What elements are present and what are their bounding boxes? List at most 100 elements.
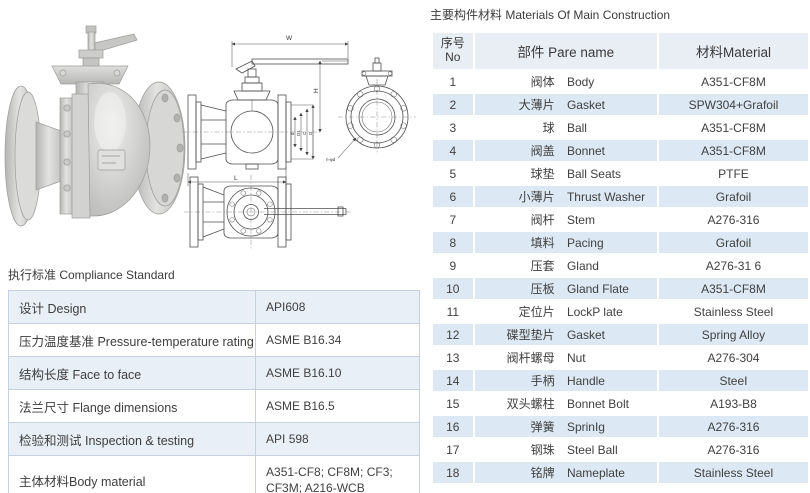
cell-material: A351-CF8M xyxy=(658,278,808,299)
dimension-lines: W d D1 C D H L xyxy=(187,35,349,186)
compliance-table-row: 主体材料Body material A351-CF8; CF8M; CF3; C… xyxy=(7,455,420,493)
dim-label-w: W xyxy=(286,35,293,42)
material-table-row: 9 压套 Gland A276-31 6 xyxy=(433,255,808,276)
cell-standard-label: 主体材料Body material xyxy=(7,455,257,493)
part-name-cn: 大薄片 xyxy=(518,98,555,112)
cell-standard-label: 法兰尺寸 Flange dimensions xyxy=(7,389,257,423)
cell-part-name: 阀体 Body xyxy=(474,71,657,92)
cell-part-name: 压板 Gland Flate xyxy=(474,278,657,299)
cell-part-name: 碟型垫片 Gasket xyxy=(474,324,657,345)
part-name-cn: 双头螺柱 xyxy=(506,397,555,411)
cell-part-name: 小薄片 Thrust Washer xyxy=(474,186,657,207)
cell-part-name: 球 Ball xyxy=(474,117,657,138)
compliance-table-body: 设计 Design API608 压力温度基准 Pressure-tempera… xyxy=(7,290,420,493)
part-name-cn: 阀体 xyxy=(530,75,555,89)
part-name-cn: 定位片 xyxy=(518,305,555,319)
part-name-cn: 球垫 xyxy=(530,167,555,181)
cell-standard-label: 压力温度基准 Pressure-temperature rating xyxy=(7,323,257,357)
cell-material: Stainless Steel xyxy=(658,301,808,322)
cell-standard-value: ASME B16.10 xyxy=(255,356,420,390)
cell-row-number: 12 xyxy=(433,324,473,345)
material-table-row: 6 小薄片 Thrust Washer Grafoil xyxy=(433,186,808,207)
cell-material: A193-B8 xyxy=(658,393,808,414)
cell-row-number: 1 xyxy=(433,71,473,92)
materials-table-body: 1 阀体 Body A351-CF8M 2 大薄片 Gasket SPW304+… xyxy=(433,71,808,483)
part-name-en: Nameplate xyxy=(566,466,625,480)
part-name-en: Ball Seats xyxy=(566,167,621,181)
cell-row-number: 16 xyxy=(433,416,473,437)
part-name-en: LockP late xyxy=(566,305,623,319)
cell-part-name: 阀杆 Stem xyxy=(474,209,657,230)
part-name-en: Gland xyxy=(566,259,599,273)
plan-view xyxy=(184,175,352,249)
cell-material: SteeI xyxy=(658,370,808,391)
cell-row-number: 4 xyxy=(433,140,473,161)
part-name-en: Stem xyxy=(566,213,595,227)
cell-material: PTFE xyxy=(658,163,808,184)
compliance-table-row: 压力温度基准 Pressure-temperature rating ASME … xyxy=(7,323,420,357)
part-name-en: Gasket xyxy=(566,98,605,112)
compliance-standard-table: 设计 Design API608 压力温度基准 Pressure-tempera… xyxy=(7,290,420,493)
part-name-cn: 阀盖 xyxy=(530,144,555,158)
material-table-row: 11 定位片 LockP late Stainless Steel xyxy=(433,301,808,322)
cell-standard-value: ASME B16.5 xyxy=(255,389,420,423)
cell-material: A351-CF8M xyxy=(658,140,808,161)
cell-standard-value: API608 xyxy=(255,290,420,324)
cell-material: A351-CF8M xyxy=(658,71,808,92)
cell-material: A276-304 xyxy=(658,347,808,368)
valve-technical-drawing: W d D1 C D H L xyxy=(182,35,416,249)
material-table-row: 2 大薄片 Gasket SPW304+Grafoil xyxy=(433,94,808,115)
materials-table: 序号 No 部件 Pare name 材料Material 1 阀体 Body … xyxy=(431,31,810,485)
part-name-en: Thrust Washer xyxy=(566,190,646,204)
cell-standard-label: 设计 Design xyxy=(7,290,257,324)
material-table-row: 12 碟型垫片 Gasket Spring Alloy xyxy=(433,324,808,345)
column-header-no: 序号 No xyxy=(433,33,473,69)
compliance-standard-title: 执行标准 Compliance Standard xyxy=(8,268,175,282)
cell-row-number: 13 xyxy=(433,347,473,368)
cell-material: A276-316 xyxy=(658,416,808,437)
materials-header-row: 序号 No 部件 Pare name 材料Material xyxy=(433,33,808,69)
cell-part-name: 球垫 Ball Seats xyxy=(474,163,657,184)
part-name-cn: 手柄 xyxy=(530,374,555,388)
cell-material: A276-31 6 xyxy=(658,255,808,276)
material-table-row: 18 铭牌 Nameplate Stainless Steel xyxy=(433,462,808,483)
cell-part-name: 铭牌 Nameplate xyxy=(474,462,657,483)
part-name-en: Nut xyxy=(566,351,586,365)
cell-material: A276-316 xyxy=(658,439,808,460)
cell-part-name: 填料 Pacing xyxy=(474,232,657,253)
cell-material: Spring Alloy xyxy=(658,324,808,345)
valve-photo-art xyxy=(4,25,186,227)
cell-material: A351-CF8M xyxy=(658,117,808,138)
cell-part-name: 弹簧 SprinIg xyxy=(474,416,657,437)
compliance-table-row: 检验和测试 Inspection & testing API 598 xyxy=(7,422,420,456)
material-table-row: 13 阀杆螺母 Nut A276-304 xyxy=(433,347,808,368)
part-name-cn: 阀杆 xyxy=(530,213,555,227)
cell-row-number: 15 xyxy=(433,393,473,414)
cell-row-number: 2 xyxy=(433,94,473,115)
part-name-en: Gland Flate xyxy=(566,282,629,296)
cell-part-name: 定位片 LockP late xyxy=(474,301,657,322)
cell-part-name: 钢珠 Steel Ball xyxy=(474,439,657,460)
material-table-row: 17 钢珠 Steel Ball A276-316 xyxy=(433,439,808,460)
header-no-cn: 序号 xyxy=(440,36,465,51)
cell-material: Grafoil xyxy=(658,232,808,253)
materials-title: 主要构件材料 Materials Of Main Construction xyxy=(430,8,671,22)
part-name-cn: 球 xyxy=(542,121,555,135)
part-name-cn: 钢珠 xyxy=(530,443,555,457)
compliance-table-row: 结构长度 Face to face ASME B16.10 xyxy=(7,356,420,390)
cell-part-name: 手柄 Handle xyxy=(474,370,657,391)
part-name-cn: 碟型垫片 xyxy=(506,328,555,342)
cell-row-number: 5 xyxy=(433,163,473,184)
material-table-row: 5 球垫 Ball Seats PTFE xyxy=(433,163,808,184)
material-table-row: 3 球 Ball A351-CF8M xyxy=(433,117,808,138)
cell-material: SPW304+Grafoil xyxy=(658,94,808,115)
compliance-table-row: 设计 Design API608 xyxy=(7,290,420,324)
dim-label-h: H xyxy=(313,88,320,93)
header-no-en: No xyxy=(445,50,461,64)
compliance-table-row: 法兰尺寸 Flange dimensions ASME B16.5 xyxy=(7,389,420,423)
cell-row-number: 18 xyxy=(433,462,473,483)
material-table-row: 7 阀杆 Stem A276-316 xyxy=(433,209,808,230)
part-name-cn: 压套 xyxy=(530,259,555,273)
part-name-en: Bonnet Bolt xyxy=(566,397,629,411)
